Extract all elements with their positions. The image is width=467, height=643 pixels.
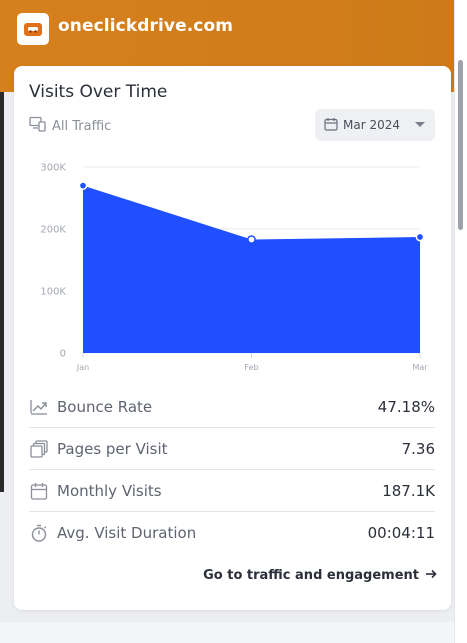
devices-icon — [29, 116, 47, 136]
trend-icon — [29, 397, 49, 417]
y-tick-label: 100K — [40, 287, 66, 298]
arrow-right-icon — [425, 568, 437, 583]
data-point — [247, 235, 256, 244]
page-bottom — [0, 622, 455, 643]
scrollbar[interactable] — [454, 0, 467, 643]
site-name[interactable]: oneclickdrive.com — [58, 16, 234, 36]
cta-label: Go to traffic and engagement — [203, 568, 419, 583]
y-tick-label: 200K — [40, 225, 66, 236]
metric-value: 47.18% — [377, 397, 435, 416]
stopwatch-icon — [29, 523, 49, 543]
traffic-filter[interactable]: All Traffic — [29, 116, 112, 136]
y-tick-label: 0 — [60, 349, 66, 360]
calendar-icon — [29, 481, 49, 501]
metric-value: 7.36 — [401, 439, 435, 458]
x-tick-label: Mar — [412, 363, 428, 372]
metric-row-bounce-rate: Bounce Rate 47.18% — [29, 386, 435, 428]
date-dropdown-value: Mar 2024 — [343, 118, 400, 132]
metric-label: Bounce Rate — [57, 397, 153, 416]
visits-chart: 0 100K 200K 300K Jan Feb Mar — [40, 163, 428, 373]
date-dropdown[interactable]: Mar 2024 — [315, 109, 435, 141]
metric-row-pages-per-visit: Pages per Visit 7.36 — [29, 428, 435, 470]
x-tick-label: Jan — [76, 363, 89, 372]
y-tick-label: 300K — [40, 163, 66, 174]
metrics-list: Bounce Rate 47.18% Pages per Visit 7.36 … — [29, 386, 435, 553]
traffic-engagement-link[interactable]: Go to traffic and engagement — [203, 568, 437, 583]
left-edge-strip — [0, 92, 4, 492]
pages-icon — [29, 439, 49, 459]
site-logo — [17, 13, 49, 45]
metric-row-monthly-visits: Monthly Visits 187.1K — [29, 470, 435, 512]
visits-card: Visits Over Time All Traffic Mar 2024 0 1… — [14, 66, 451, 610]
chevron-down-icon — [415, 122, 425, 127]
car-icon — [24, 22, 42, 36]
traffic-filter-label: All Traffic — [52, 118, 112, 134]
metric-row-avg-visit-duration: Avg. Visit Duration 00:04:11 — [29, 512, 435, 553]
card-title: Visits Over Time — [29, 82, 168, 102]
metric-label: Avg. Visit Duration — [57, 523, 197, 542]
calendar-icon — [324, 117, 338, 134]
metric-value: 187.1K — [382, 481, 435, 500]
metric-label: Pages per Visit — [57, 439, 168, 458]
data-point — [78, 181, 88, 190]
scrollbar-thumb[interactable] — [458, 60, 463, 230]
metric-label: Monthly Visits — [57, 481, 162, 500]
x-tick-label: Feb — [244, 363, 258, 372]
data-point — [415, 232, 425, 242]
metric-value: 00:04:11 — [367, 523, 435, 542]
area-series — [83, 185, 420, 353]
